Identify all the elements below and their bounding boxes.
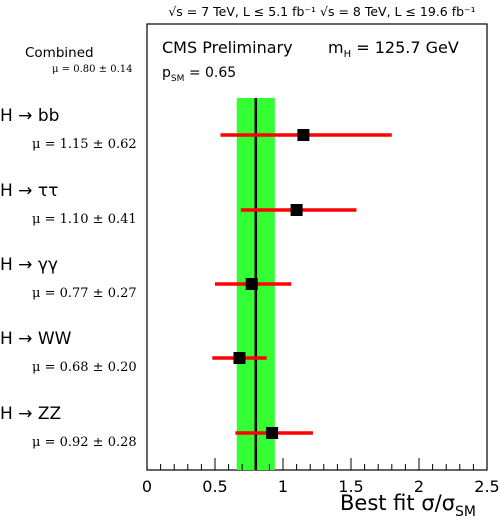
x-tick-label: 2	[414, 477, 424, 496]
channel-best-fit-marker	[245, 278, 258, 290]
x-tick-label: 2.5	[474, 477, 499, 496]
channel-name-label: H → ττ	[0, 181, 58, 201]
channel-name-label: H → WW	[0, 329, 72, 349]
channel-best-fit-marker	[290, 204, 303, 216]
energy-luminosity-header: √s = 7 TeV, L ≤ 5.1 fb⁻¹ √s = 8 TeV, L ≤…	[168, 4, 475, 19]
channel-name-label: H → γγ	[0, 255, 58, 275]
channel-mu-label: μ = 1.10 ± 0.41	[32, 212, 137, 227]
channel-mu-label: μ = 1.15 ± 0.62	[32, 137, 137, 152]
x-tick-label: 0	[142, 477, 152, 496]
channel-mu-label: μ = 0.77 ± 0.27	[32, 286, 137, 301]
channel-best-fit-marker	[297, 129, 310, 141]
x-tick-label: 1	[278, 477, 288, 496]
legend-higgs-mass: mH = 125.7 GeV	[328, 38, 459, 60]
combined-mu-label: μ = 0.80 ± 0.14	[52, 64, 133, 75]
legend-cms-preliminary: CMS Preliminary	[162, 38, 293, 57]
combined-label: Combined	[25, 45, 94, 61]
channel-mu-label: μ = 0.92 ± 0.28	[32, 435, 137, 450]
channel-name-label: H → ZZ	[0, 404, 61, 424]
x-tick-label: 0.5	[202, 477, 227, 496]
plot-frame	[146, 23, 488, 471]
channel-mu-label: μ = 0.68 ± 0.20	[32, 360, 137, 375]
x-tick-label: 1.5	[338, 477, 363, 496]
channel-name-label: H → bb	[0, 106, 59, 126]
x-axis-label: Best fit σ/σSM	[340, 491, 476, 520]
channel-best-fit-marker	[233, 352, 246, 364]
legend-p-sm: pSM = 0.65	[162, 65, 236, 84]
channel-best-fit-marker	[266, 427, 279, 439]
